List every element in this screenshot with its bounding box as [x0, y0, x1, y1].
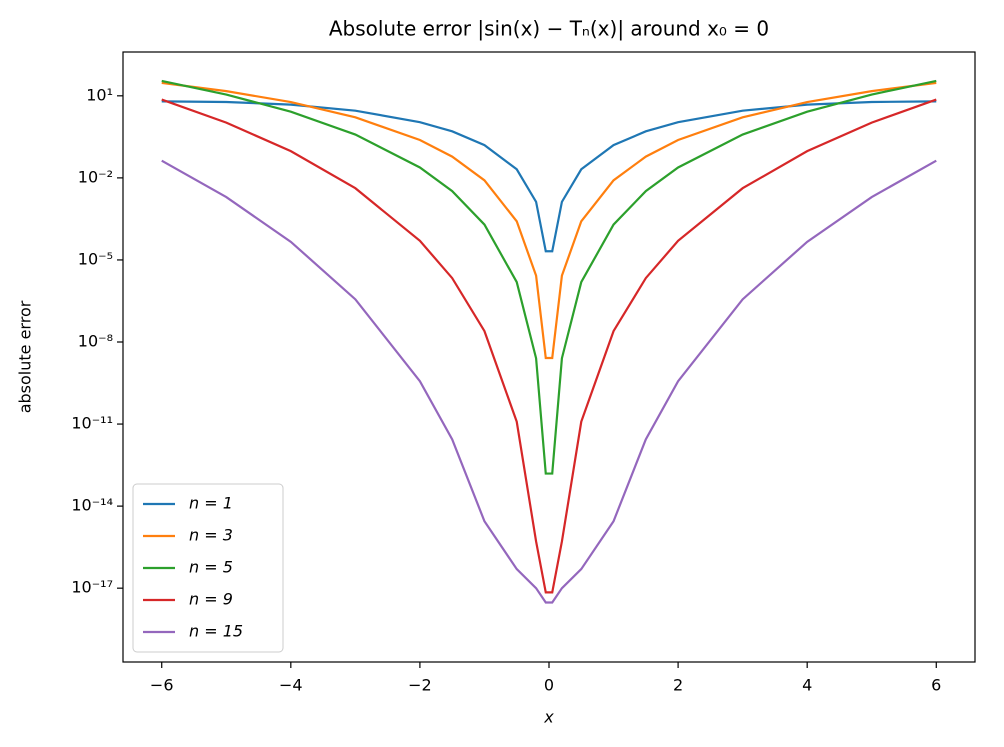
series-line: [161, 98, 937, 594]
y-tick-label: 10⁻¹⁴: [71, 496, 113, 515]
y-tick-label: 10¹: [86, 85, 113, 104]
x-tick-label: −2: [408, 676, 432, 695]
legend-box: [132, 483, 284, 653]
series-line: [161, 159, 937, 604]
y-tick-label: 10⁻⁸: [78, 331, 113, 350]
y-tick-label: 10⁻¹⁷: [71, 578, 113, 597]
x-tick-label: 2: [673, 676, 683, 695]
legend-label: n = 15: [189, 622, 243, 641]
legend-label: n = 1: [189, 494, 233, 513]
series-line: [161, 100, 937, 253]
series-line: [161, 81, 937, 360]
series-line: [161, 79, 937, 475]
y-tick-label: 10⁻²: [78, 167, 113, 186]
y-tick-label: 10⁻¹¹: [71, 414, 113, 433]
x-tick-label: 6: [931, 676, 941, 695]
chart-title: Absolute error |sin(x) − Tₙ(x)| around x…: [329, 17, 769, 41]
x-axis-label: x: [543, 708, 554, 727]
y-tick-label: 10⁻⁵: [78, 249, 113, 268]
legend-label: n = 3: [189, 526, 233, 545]
legend-label: n = 5: [189, 558, 233, 577]
x-tick-label: 0: [544, 676, 554, 695]
x-tick-label: −6: [150, 676, 174, 695]
x-tick-label: 4: [802, 676, 812, 695]
y-axis-label: absolute error: [16, 300, 35, 413]
x-tick-label: −4: [279, 676, 303, 695]
legend-label: n = 9: [189, 590, 233, 609]
